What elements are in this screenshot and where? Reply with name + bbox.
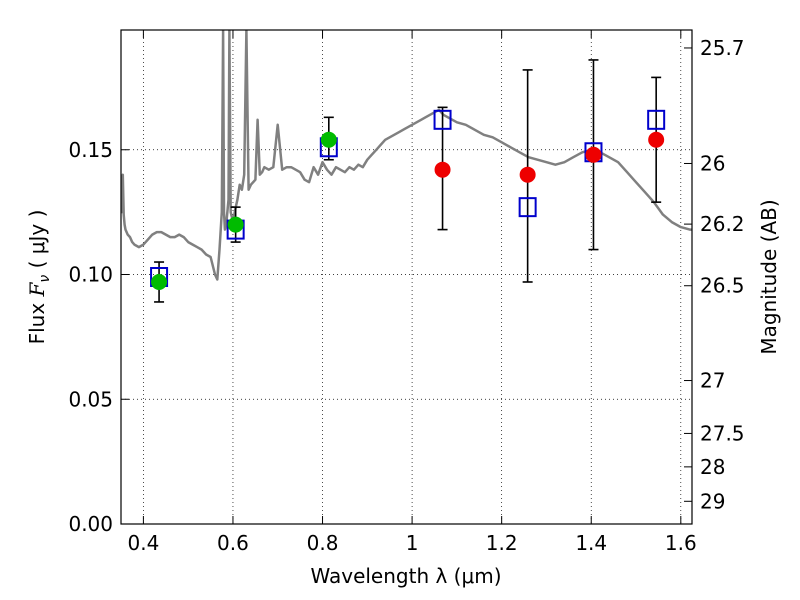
x-axis-title: Wavelength λ (μm) <box>310 564 501 588</box>
plot-frame <box>120 29 693 525</box>
x-tick-label: 1.6 <box>665 531 697 555</box>
spectrum-layer <box>121 30 692 281</box>
observed-nir-point <box>434 161 451 178</box>
grid-layer <box>121 30 692 524</box>
x-tick-label: 0.4 <box>127 531 159 555</box>
model-band-square <box>518 197 537 218</box>
y-axis-title-subscript: ν <box>37 275 53 283</box>
x-tick-label: 1.4 <box>575 531 607 555</box>
y2-tick-label: 26.2 <box>700 212 745 236</box>
x-tick-label: 1 <box>406 531 419 555</box>
x-tick-label: 0.6 <box>217 531 249 555</box>
y2-tick-label: 25.7 <box>700 36 745 60</box>
y-tick-label: 0.10 <box>68 263 113 287</box>
y-axis-title-symbol: F <box>25 281 49 297</box>
y-tick-label: 0.15 <box>68 138 113 162</box>
y2-tick-label: 27 <box>700 369 725 393</box>
observed-detections-point <box>151 273 168 290</box>
model-band-square <box>433 109 452 130</box>
observed-detections-point <box>227 216 244 233</box>
marks-layer <box>150 59 666 303</box>
observed-nir-point <box>585 146 602 163</box>
y2-axis-title: Magnitude (AB) <box>757 199 781 354</box>
y-axis-title: Flux Fν ( μJy ) <box>25 210 53 345</box>
observed-nir-point <box>519 166 536 183</box>
observed-nir-point <box>648 131 665 148</box>
ticks-layer: 0.4 0.6 0.8 1 1.2 1.4 1.6 0.00 0.05 0.10 0.15 25.7 2… <box>68 30 745 555</box>
y-tick-label: 0.00 <box>68 512 113 536</box>
y2-tick-label: 28 <box>700 455 725 479</box>
y2-tick-label: 29 <box>700 489 725 513</box>
y2-tick-label: 27.5 <box>700 421 745 445</box>
model-band-square <box>647 109 666 130</box>
model-spectrum-line <box>121 30 692 281</box>
observed-detections-point <box>320 131 337 148</box>
y2-tick-label: 26 <box>700 151 725 175</box>
x-tick-label: 0.8 <box>307 531 339 555</box>
y-axis-title-suffix: ( μJy ) <box>25 210 49 275</box>
y-tick-label: 0.05 <box>68 387 113 411</box>
y2-tick-label: 26.5 <box>700 274 745 298</box>
y-axis-title-prefix: Flux <box>25 296 49 344</box>
x-tick-label: 1.2 <box>486 531 518 555</box>
